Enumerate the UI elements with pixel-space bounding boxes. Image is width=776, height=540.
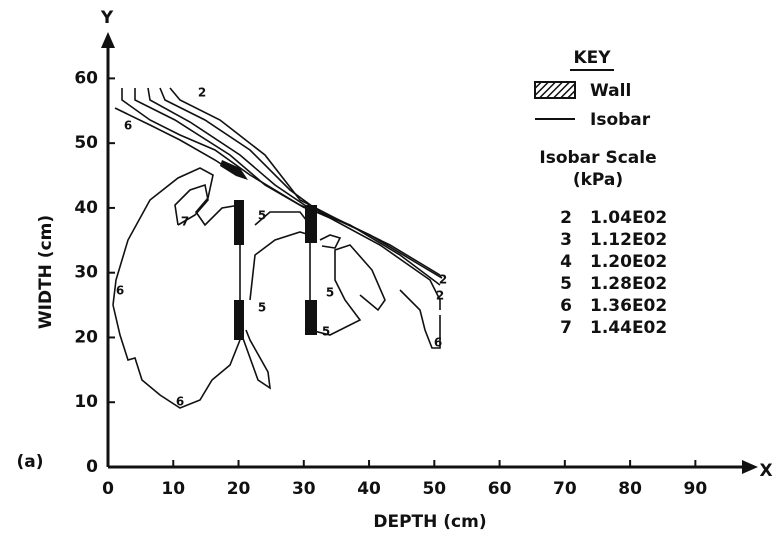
scale-level: 2: [560, 208, 572, 228]
contour-label: 2: [198, 86, 206, 100]
x-tick-label: 20: [227, 479, 251, 499]
contour-label: 5: [258, 209, 266, 223]
contour-label: 5: [322, 325, 330, 339]
y-axis-letter: Y: [100, 8, 114, 28]
y-tick-label: 0: [86, 457, 98, 477]
scale-level: 4: [560, 252, 572, 272]
contour-label: 6: [116, 284, 124, 298]
y-tick-label: 40: [74, 198, 98, 218]
x-tick-label: 80: [618, 479, 642, 499]
scale-level: 5: [560, 274, 572, 294]
panel-label: (a): [16, 452, 43, 472]
scale-value: 1.04E02: [590, 208, 667, 228]
scale-units: (kPa): [573, 170, 623, 190]
scale-value: 1.28E02: [590, 274, 667, 294]
contour-label: 6: [176, 395, 184, 409]
contour-label: 5: [326, 286, 334, 300]
key: KEY Wall Isobar Isobar Scale (kPa): [534, 48, 657, 190]
walls: [220, 160, 317, 340]
contour-label: 6: [434, 336, 442, 350]
scale-value: 1.20E02: [590, 252, 667, 272]
contour-label: 5: [258, 301, 266, 315]
y-tick-label: 30: [74, 263, 98, 283]
y-tick-label: 10: [74, 392, 98, 412]
contour-label: 6: [124, 119, 132, 133]
x-axis-letter: X: [759, 461, 772, 481]
x-tick-label: 50: [422, 479, 446, 499]
contour-label: 2: [439, 273, 447, 287]
axes: [101, 32, 758, 474]
contour-label: 2: [436, 289, 444, 303]
x-tick-label: 10: [161, 479, 185, 499]
scale-level: 6: [560, 296, 572, 316]
y-tick-label: 50: [74, 133, 98, 153]
key-isobar: Isobar: [590, 110, 651, 130]
key-title: KEY: [573, 48, 611, 68]
x-tick-label: 30: [292, 479, 316, 499]
scale-value: 1.12E02: [590, 230, 667, 250]
scale-level: 7: [560, 318, 572, 338]
scale-value: 1.36E02: [590, 296, 667, 316]
x-tick-label: 60: [488, 479, 512, 499]
contour-label: 7: [181, 215, 189, 229]
y-axis-label: WIDTH (cm): [36, 215, 56, 329]
scale-level: 3: [560, 230, 572, 250]
scale-value: 1.44E02: [590, 318, 667, 338]
scale-title: Isobar Scale: [539, 148, 656, 168]
x-tick-label: 40: [357, 479, 381, 499]
y-tick-label: 60: [74, 68, 98, 88]
contours: [112, 87, 443, 409]
y-tick-label: 20: [74, 327, 98, 347]
key-wall: Wall: [590, 81, 631, 101]
x-tick-label: 70: [553, 479, 577, 499]
x-axis-label: DEPTH (cm): [373, 512, 486, 532]
x-tick-label: 0: [102, 479, 114, 499]
x-tick-label: 90: [684, 479, 708, 499]
